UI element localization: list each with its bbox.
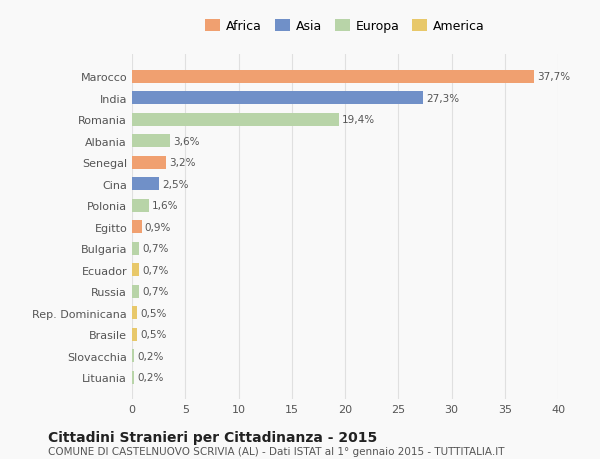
Text: 27,3%: 27,3% <box>426 94 459 104</box>
Bar <box>132 221 142 234</box>
Text: 0,7%: 0,7% <box>143 286 169 297</box>
Bar <box>132 92 423 105</box>
Text: 0,2%: 0,2% <box>137 351 164 361</box>
Bar <box>132 157 166 169</box>
Text: 0,5%: 0,5% <box>140 330 167 339</box>
Bar <box>132 71 533 84</box>
Text: Cittadini Stranieri per Cittadinanza - 2015: Cittadini Stranieri per Cittadinanza - 2… <box>48 430 377 444</box>
Legend: Africa, Asia, Europa, America: Africa, Asia, Europa, America <box>201 17 489 37</box>
Text: COMUNE DI CASTELNUOVO SCRIVIA (AL) - Dati ISTAT al 1° gennaio 2015 - TUTTITALIA.: COMUNE DI CASTELNUOVO SCRIVIA (AL) - Dat… <box>48 447 505 456</box>
Text: 0,9%: 0,9% <box>145 222 171 232</box>
Text: 37,7%: 37,7% <box>537 72 570 82</box>
Bar <box>132 328 137 341</box>
Text: 0,7%: 0,7% <box>143 265 169 275</box>
Text: 3,6%: 3,6% <box>173 136 200 146</box>
Bar <box>132 178 158 191</box>
Text: 19,4%: 19,4% <box>342 115 375 125</box>
Bar <box>132 242 139 255</box>
Text: 0,5%: 0,5% <box>140 308 167 318</box>
Bar <box>132 285 139 298</box>
Text: 0,2%: 0,2% <box>137 372 164 382</box>
Text: 0,7%: 0,7% <box>143 244 169 254</box>
Bar <box>132 307 137 319</box>
Text: 3,2%: 3,2% <box>169 158 196 168</box>
Bar <box>132 135 170 148</box>
Bar <box>132 371 134 384</box>
Bar <box>132 349 134 362</box>
Bar <box>132 199 149 212</box>
Text: 1,6%: 1,6% <box>152 201 179 211</box>
Bar <box>132 113 338 127</box>
Bar <box>132 263 139 276</box>
Text: 2,5%: 2,5% <box>162 179 188 189</box>
